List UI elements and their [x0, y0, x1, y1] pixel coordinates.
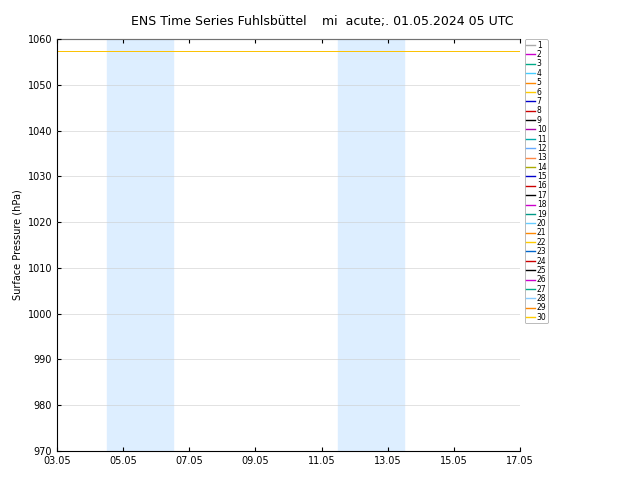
Text: mi  acute;. 01.05.2024 05 UTC: mi acute;. 01.05.2024 05 UTC [322, 15, 514, 28]
Bar [139, 39, 172, 451]
Text: ENS Time Series Fuhlsbüttel: ENS Time Series Fuhlsbüttel [131, 15, 307, 28]
Bar [338, 39, 371, 451]
Bar [371, 39, 404, 451]
Legend: 1, 2, 3, 4, 5, 6, 7, 8, 9, 10, 11, 12, 13, 14, 15, 16, 17, 18, 19, 20, 21, 22, 2: 1, 2, 3, 4, 5, 6, 7, 8, 9, 10, 11, 12, 1… [524, 39, 548, 323]
Y-axis label: Surface Pressure (hPa): Surface Pressure (hPa) [12, 190, 22, 300]
Bar [107, 39, 139, 451]
